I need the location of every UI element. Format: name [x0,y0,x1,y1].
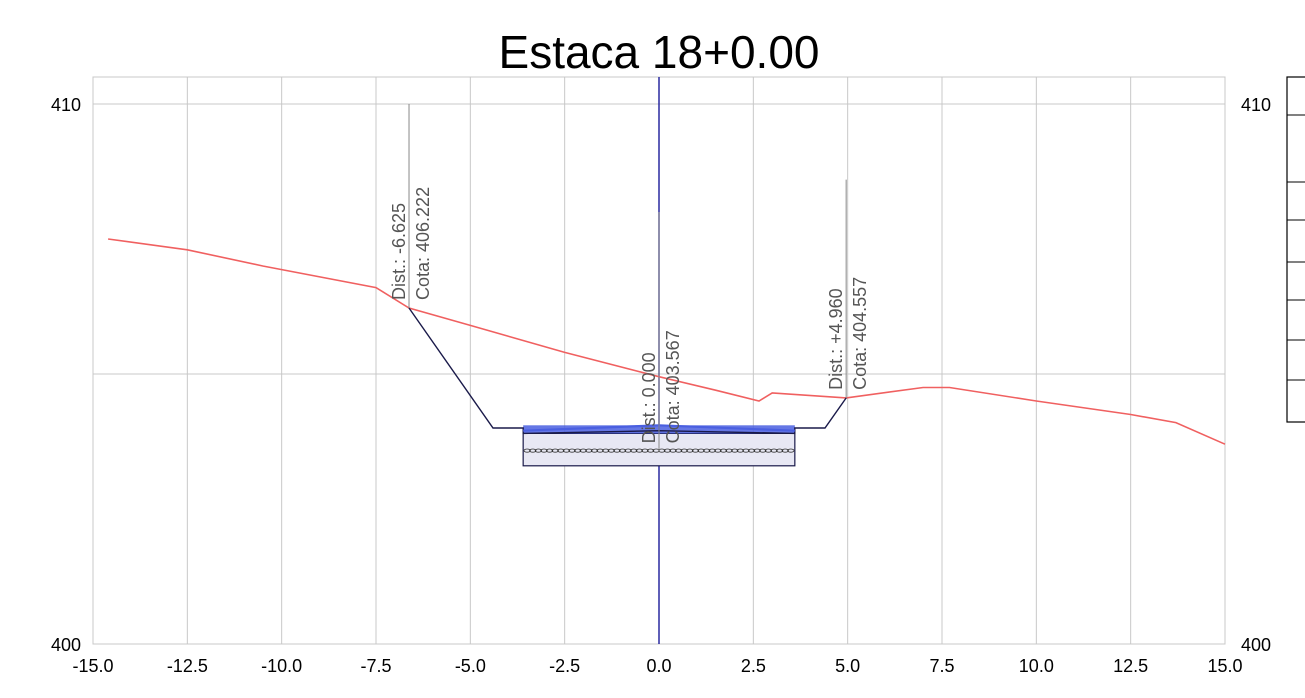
aggregate-mark [697,448,705,453]
aggregate-mark [680,448,688,453]
aggregate-mark [557,448,565,453]
x-tick-label: -5.0 [455,656,486,676]
y-tick-label-right: 400 [1241,635,1271,655]
aggregate-mark [770,448,778,453]
x-tick-label: -7.5 [360,656,391,676]
aggregate-mark [742,448,750,453]
x-tick-label: 5.0 [835,656,860,676]
aggregate-mark [747,448,756,453]
aggregate-mark [776,448,784,453]
aggregate-mark [602,448,610,453]
aggregate-mark [781,448,789,453]
annotation-dist: Dist.: -6.625 [389,203,409,300]
grid [92,76,1226,645]
annotation-dist: Dist.: 0.000 [639,352,659,443]
y-tick-label-right: 410 [1241,95,1271,115]
aggregate-mark [686,448,694,453]
aggregate-mark [663,448,672,453]
aggregate-mark [585,448,593,453]
annotation-dist: Dist.: +4.960 [826,288,846,390]
x-tick-label: -15.0 [72,656,113,676]
side-table [1286,76,1305,423]
aggregate-mark [714,448,722,453]
aggregate-mark [646,448,655,453]
aggregate-mark [708,448,716,453]
aggregate-mark [562,448,571,453]
aggregate-mark [618,448,627,453]
aggregate-mark [719,448,728,453]
x-tick-label: -10.0 [261,656,302,676]
aggregate-mark [579,448,587,453]
aggregate-mark [691,448,700,453]
annotation-cota: Cota: 404.557 [850,277,870,390]
aggregate-mark [613,448,621,453]
aggregate-mark [753,448,761,453]
x-tick-label: 15.0 [1207,656,1242,676]
x-tick-label: 0.0 [646,656,671,676]
aggregate-mark [630,448,638,453]
aggregate-mark [787,448,795,453]
x-tick-label: -2.5 [549,656,580,676]
aggregate-mark [641,448,649,453]
y-tick-label-left: 410 [51,95,81,115]
x-tick-label: 10.0 [1019,656,1054,676]
aggregate-mark [635,448,643,453]
aggregate-mark [540,448,548,453]
aggregate-mark [736,448,744,453]
chart-title: Estaca 18+0.00 [499,26,820,78]
terrain-line [107,238,1226,445]
aggregate-mark [669,448,677,453]
aggregate-mark [764,448,772,453]
aggregate-mark [529,448,537,453]
aggregate-mark [568,448,576,453]
aggregate-mark [675,448,683,453]
aggregate-mark [551,448,559,453]
aggregate-mark [607,448,615,453]
tick-labels: -15.0 -12.5 -10.0 -7.5 -5.0 -2.5 0.0 2.5 5.0 7.5 1… [51,95,1271,676]
aggregate-mark [534,448,542,453]
aggregate-mark [574,448,582,453]
aggregate-mark [590,448,599,453]
aggregate-mark [703,448,711,453]
aggregate-mark [624,448,632,453]
x-tick-label: -12.5 [167,656,208,676]
y-tick-label-left: 400 [51,635,81,655]
aggregate-mark [523,448,531,453]
annotation-cota: Cota: 406.222 [413,187,433,300]
aggregate-mark [725,448,733,453]
annotation-cota: Cota: 403.567 [663,330,683,443]
aggregate-mark [731,448,739,453]
x-tick-label: 2.5 [741,656,766,676]
x-tick-label: 7.5 [929,656,954,676]
aggregate-mark [759,448,767,453]
aggregate-mark [596,448,604,453]
x-tick-label: 12.5 [1113,656,1148,676]
aggregate-mark [546,448,554,453]
